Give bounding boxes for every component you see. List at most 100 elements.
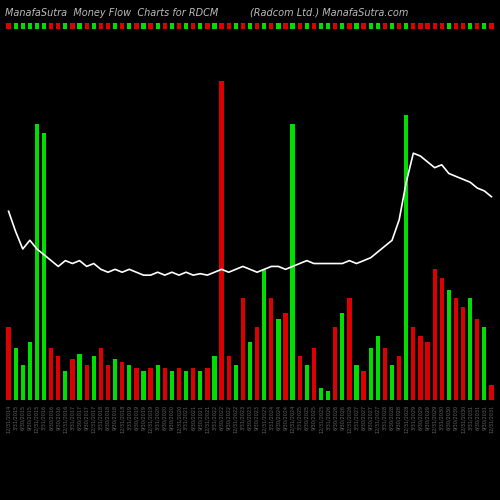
Bar (92, 22, 96, 30)
Bar (162, 22, 167, 30)
Bar (49, 22, 54, 30)
Bar (333, 22, 338, 30)
Bar (184, 371, 188, 400)
Bar (362, 371, 366, 400)
Bar (212, 356, 216, 400)
Bar (284, 313, 288, 400)
Bar (368, 22, 373, 30)
Bar (475, 22, 480, 30)
Text: (Radcom Ltd.) ManafaSutra.com: (Radcom Ltd.) ManafaSutra.com (250, 8, 408, 18)
Bar (120, 22, 124, 30)
Bar (276, 22, 280, 30)
Bar (255, 22, 259, 30)
Bar (248, 342, 252, 400)
Bar (127, 22, 132, 30)
Bar (397, 356, 402, 400)
Bar (134, 368, 138, 400)
Bar (333, 328, 338, 400)
Bar (20, 365, 25, 400)
Bar (461, 22, 465, 30)
Bar (42, 22, 46, 30)
Bar (127, 365, 132, 400)
Bar (446, 22, 451, 30)
Bar (340, 22, 344, 30)
Bar (106, 22, 110, 30)
Bar (411, 328, 416, 400)
Bar (206, 368, 210, 400)
Bar (14, 348, 18, 400)
Bar (468, 298, 472, 400)
Bar (120, 362, 124, 400)
Bar (78, 22, 82, 30)
Bar (49, 348, 54, 400)
Bar (6, 328, 10, 400)
Bar (84, 365, 89, 400)
Bar (468, 22, 472, 30)
Bar (482, 22, 486, 30)
Bar (432, 22, 437, 30)
Bar (348, 298, 352, 400)
Bar (319, 388, 323, 400)
Bar (376, 22, 380, 30)
Bar (234, 365, 238, 400)
Bar (35, 124, 39, 400)
Text: ManafaSutra  Money Flow  Charts for RDCM: ManafaSutra Money Flow Charts for RDCM (5, 8, 218, 18)
Bar (276, 318, 280, 400)
Bar (63, 371, 68, 400)
Bar (262, 22, 266, 30)
Bar (426, 342, 430, 400)
Bar (226, 22, 231, 30)
Bar (42, 133, 46, 400)
Bar (426, 22, 430, 30)
Bar (241, 22, 245, 30)
Bar (340, 313, 344, 400)
Bar (490, 386, 494, 400)
Bar (362, 22, 366, 30)
Bar (63, 22, 68, 30)
Bar (376, 336, 380, 400)
Bar (312, 22, 316, 30)
Bar (404, 116, 408, 400)
Bar (162, 368, 167, 400)
Bar (418, 22, 422, 30)
Bar (241, 298, 245, 400)
Bar (404, 22, 408, 30)
Bar (454, 298, 458, 400)
Bar (312, 348, 316, 400)
Bar (397, 22, 402, 30)
Bar (290, 22, 294, 30)
Bar (70, 360, 74, 400)
Bar (432, 270, 437, 400)
Bar (70, 22, 74, 30)
Bar (156, 365, 160, 400)
Bar (78, 354, 82, 400)
Bar (134, 22, 138, 30)
Bar (326, 392, 330, 400)
Bar (304, 365, 309, 400)
Bar (84, 22, 89, 30)
Bar (354, 365, 358, 400)
Bar (298, 22, 302, 30)
Bar (156, 22, 160, 30)
Bar (475, 318, 480, 400)
Bar (482, 328, 486, 400)
Bar (148, 368, 152, 400)
Bar (98, 348, 103, 400)
Bar (113, 22, 117, 30)
Bar (490, 22, 494, 30)
Bar (148, 22, 152, 30)
Bar (390, 22, 394, 30)
Bar (28, 342, 32, 400)
Bar (98, 22, 103, 30)
Bar (113, 360, 117, 400)
Bar (35, 22, 39, 30)
Bar (354, 22, 358, 30)
Bar (248, 22, 252, 30)
Bar (28, 22, 32, 30)
Bar (226, 356, 231, 400)
Bar (142, 22, 146, 30)
Bar (170, 371, 174, 400)
Bar (319, 22, 323, 30)
Bar (56, 22, 60, 30)
Bar (454, 22, 458, 30)
